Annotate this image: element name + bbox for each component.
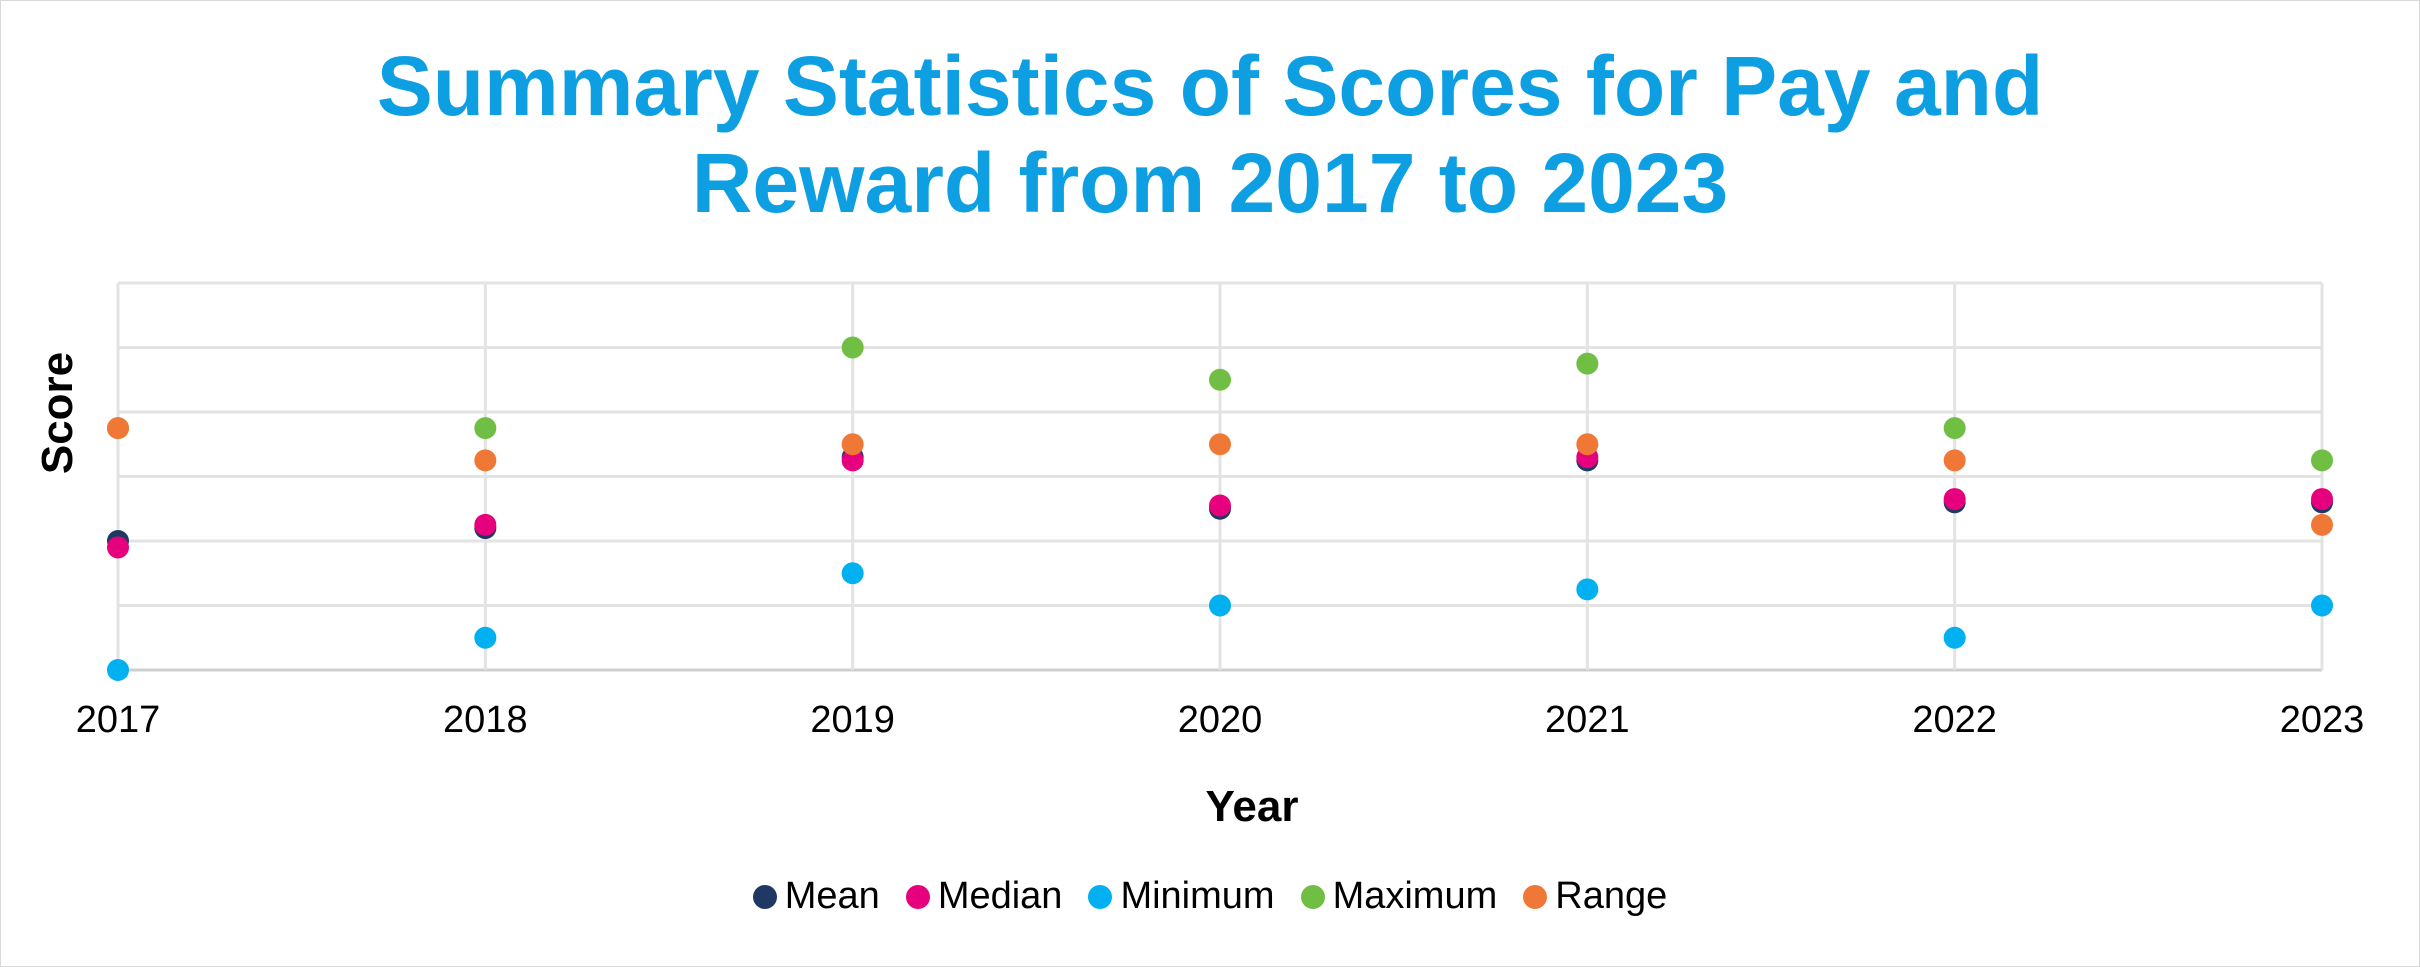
legend-item-minimum: Minimum	[1088, 875, 1275, 918]
legend-item-range: Range	[1523, 875, 1667, 918]
point-minimum-2021	[1576, 578, 1599, 601]
x-tick-label: 2021	[1545, 699, 1630, 741]
legend-label-maximum: Maximum	[1332, 875, 1498, 917]
point-maximum-2020	[1209, 368, 1231, 391]
x-tick-label: 2020	[1178, 699, 1263, 741]
x-tick-label: 2023	[2280, 699, 2365, 741]
point-maximum-2023	[2311, 449, 2333, 472]
legend-label-minimum: Minimum	[1120, 875, 1275, 917]
point-maximum-2021	[1576, 352, 1599, 375]
legend-label-mean: Mean	[784, 875, 880, 917]
point-range-2023	[2311, 513, 2333, 536]
x-tick-label: 2018	[443, 699, 528, 741]
point-minimum-2023	[2311, 594, 2333, 617]
legend-swatch-median	[905, 884, 930, 909]
point-minimum-2019	[841, 562, 864, 585]
legend-label-median: Median	[937, 875, 1063, 917]
point-minimum-2022	[1943, 626, 1966, 649]
point-range-2022	[1943, 449, 1966, 472]
data-points	[107, 336, 2333, 681]
point-range-2020	[1209, 433, 1231, 456]
point-range-2018	[474, 449, 497, 472]
legend-label-range: Range	[1555, 875, 1668, 917]
legend-item-median: Median	[905, 875, 1063, 918]
point-median-2017	[107, 536, 129, 559]
legend-swatch-range	[1523, 884, 1548, 909]
x-tick-label: 2022	[1912, 699, 1997, 741]
point-range-2019	[841, 433, 864, 456]
point-range-2017	[107, 417, 129, 440]
point-maximum-2019	[841, 336, 864, 359]
x-tick-label: 2017	[76, 699, 161, 741]
point-maximum-2022	[1943, 417, 1966, 440]
point-median-2023	[2311, 488, 2333, 511]
legend-swatch-maximum	[1300, 884, 1325, 909]
point-range-2021	[1576, 433, 1599, 456]
grid-layer	[116, 281, 2324, 672]
y-axis-label: Score	[33, 352, 82, 474]
legend-swatch-mean	[752, 884, 777, 909]
point-minimum-2017	[107, 659, 129, 681]
point-median-2019	[841, 449, 864, 472]
point-median-2018	[474, 513, 497, 536]
x-axis-label: Year	[1206, 782, 1299, 831]
chart-title-line-2: Reward from 2017 to 2023	[691, 136, 1729, 230]
legend: Mean Median Minimum Maximum Range	[0, 875, 2420, 918]
legend-item-mean: Mean	[752, 875, 880, 918]
x-tick-label: 2019	[810, 699, 895, 741]
chart-title-line-1: Summary Statistics of Scores for Pay and	[376, 39, 2044, 133]
point-minimum-2020	[1209, 594, 1231, 617]
legend-item-maximum: Maximum	[1300, 875, 1498, 918]
legend-swatch-minimum	[1088, 884, 1113, 909]
point-minimum-2018	[474, 626, 497, 649]
point-maximum-2018	[474, 417, 497, 440]
point-median-2020	[1209, 494, 1231, 517]
x-tick-labels: 2017 2018 2019 2020 2021 2022 2023	[76, 699, 2365, 741]
point-median-2022	[1943, 488, 1966, 511]
chart-title: Summary Statistics of Scores for Pay and…	[0, 38, 2420, 232]
